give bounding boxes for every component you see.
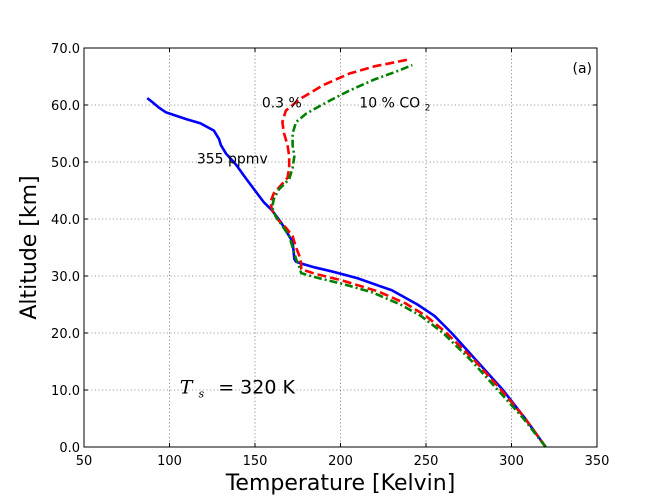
annotation-10-percent-co2-subscript: 2 bbox=[425, 104, 431, 114]
annotation-355-ppmv: 355 ppmv bbox=[197, 152, 268, 168]
panel-label: (a) bbox=[572, 61, 592, 77]
surface-temperature-label: T s = 320 K bbox=[180, 377, 296, 403]
annotation-10-percent-co2: 10 % CO 2 bbox=[359, 96, 430, 114]
y-tick-label: 20.0 bbox=[51, 327, 80, 342]
x-tick-label: 200 bbox=[328, 454, 353, 469]
x-axis-label: Temperature [Kelvin] bbox=[225, 471, 456, 496]
x-tick-label: 350 bbox=[585, 454, 610, 469]
y-tick-label: 0.0 bbox=[59, 441, 80, 456]
x-tick-label: 150 bbox=[243, 454, 268, 469]
series-line-1 bbox=[269, 58, 547, 448]
y-tick-label: 10.0 bbox=[51, 384, 80, 399]
x-tick-label: 300 bbox=[499, 454, 524, 469]
annotation-10-percent-co2-main: 10 % CO bbox=[359, 96, 420, 112]
series-line-2 bbox=[270, 63, 547, 448]
y-tick-label: 60.0 bbox=[51, 99, 80, 114]
series-layer bbox=[146, 58, 547, 448]
x-tick-label: 50 bbox=[76, 454, 93, 469]
y-tick-label: 70.0 bbox=[51, 42, 80, 57]
annotation-0-3-percent: 0.3 % bbox=[262, 96, 302, 112]
y-tick-label: 40.0 bbox=[51, 213, 80, 228]
grid bbox=[84, 48, 597, 447]
surface-temperature-value: = 320 K bbox=[218, 377, 295, 399]
x-tick-label: 250 bbox=[414, 454, 439, 469]
y-tick-label: 30.0 bbox=[51, 270, 80, 285]
tick-labels: 50 100 150 200 250 300 350 0.0 10.0 20.0 30.0 40.0 5… bbox=[51, 42, 609, 469]
y-tick-label: 50.0 bbox=[51, 156, 80, 171]
surface-temperature-subscript: s bbox=[198, 388, 204, 401]
surface-temperature-symbol: T bbox=[180, 377, 194, 399]
x-tick-label: 100 bbox=[157, 454, 182, 469]
y-axis-label: Altitude [km] bbox=[17, 175, 42, 319]
ticks bbox=[83, 47, 598, 448]
